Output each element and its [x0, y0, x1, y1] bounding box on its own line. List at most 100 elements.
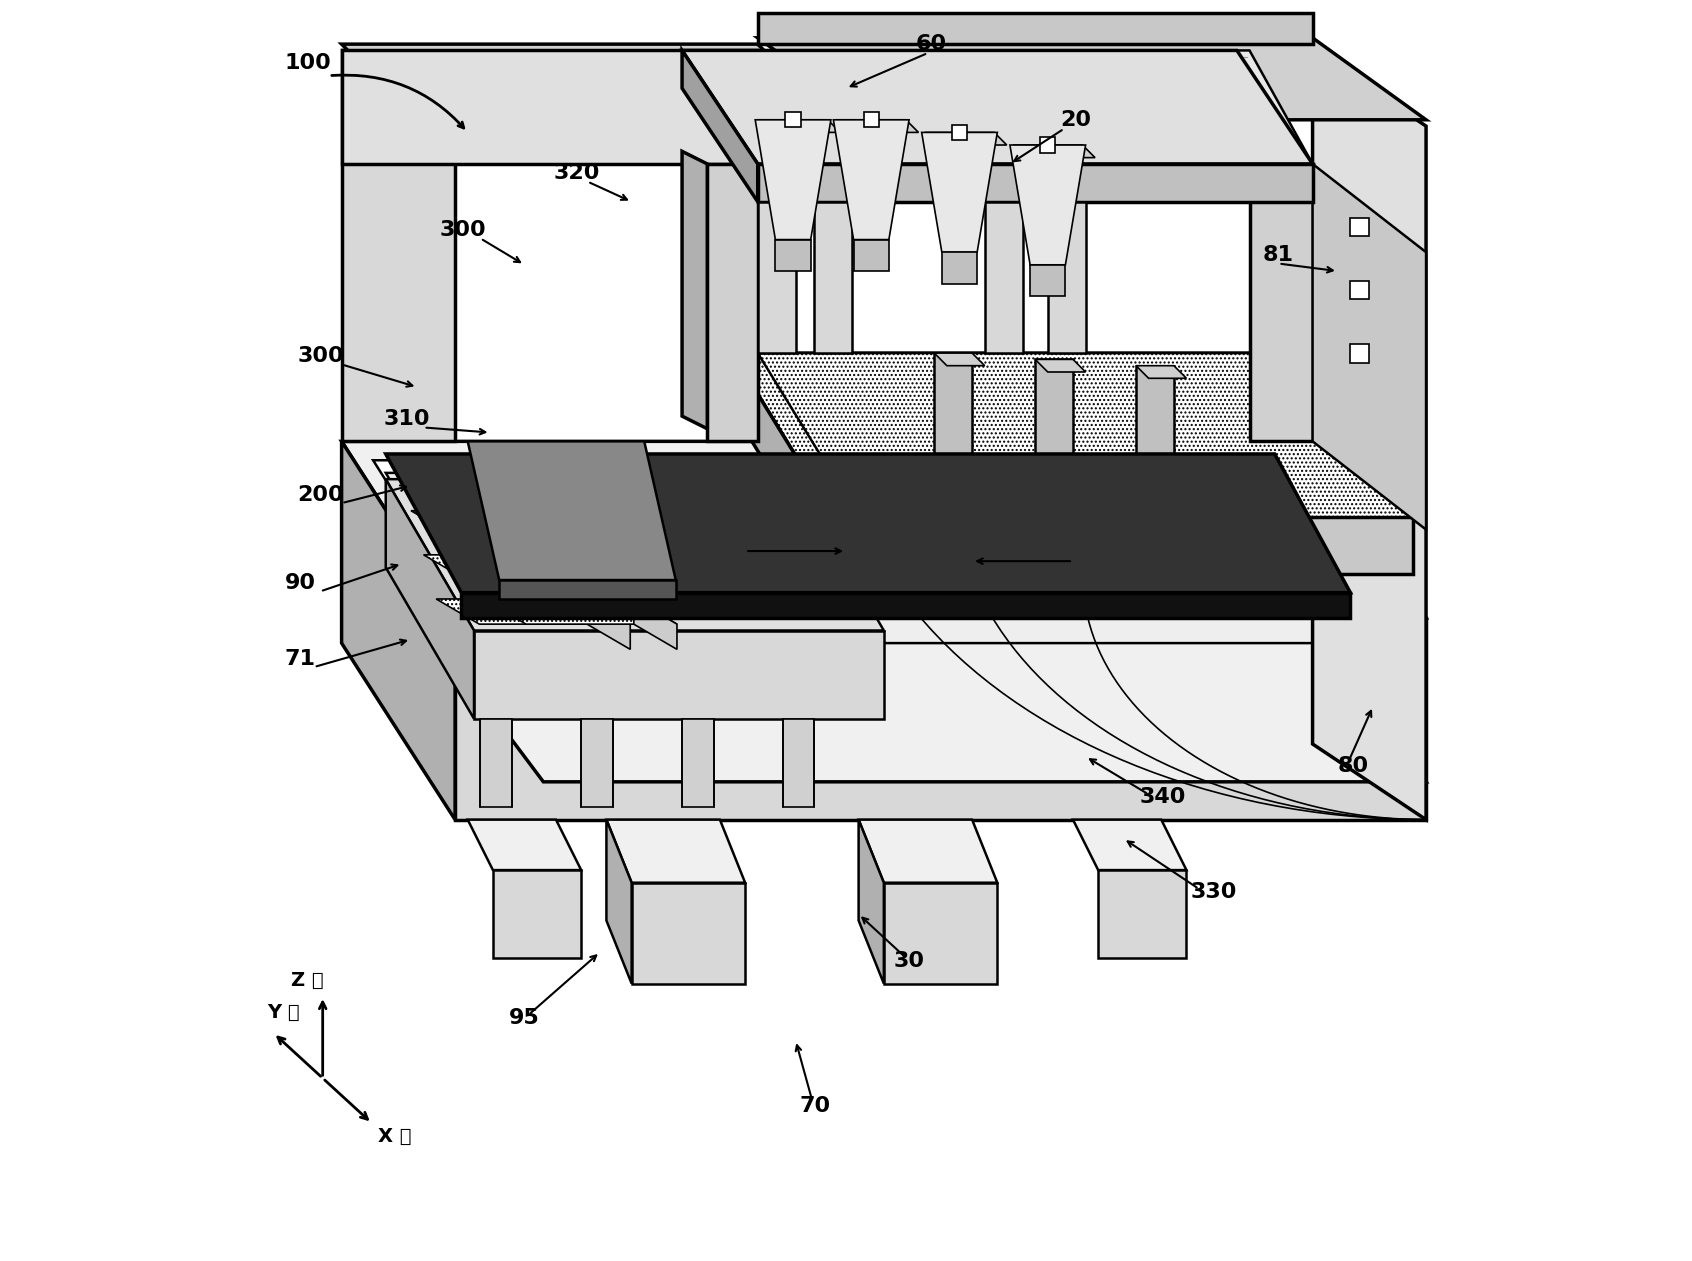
Polygon shape [953, 125, 968, 140]
Text: 81: 81 [1262, 245, 1293, 265]
Polygon shape [834, 120, 909, 240]
Polygon shape [758, 120, 841, 132]
Polygon shape [374, 460, 1394, 630]
Polygon shape [481, 719, 513, 807]
Polygon shape [467, 441, 675, 580]
Polygon shape [942, 252, 978, 284]
Polygon shape [1010, 145, 1086, 265]
Polygon shape [1135, 366, 1174, 530]
Polygon shape [562, 511, 606, 561]
Text: 60: 60 [915, 34, 946, 54]
Polygon shape [606, 536, 629, 559]
Text: 300: 300 [440, 219, 487, 240]
Polygon shape [606, 820, 744, 883]
Polygon shape [1036, 359, 1086, 372]
Polygon shape [733, 353, 1413, 517]
Polygon shape [342, 441, 1426, 618]
Polygon shape [342, 50, 455, 441]
Polygon shape [1014, 145, 1095, 158]
Text: 200: 200 [298, 484, 343, 504]
Text: 90: 90 [284, 572, 316, 593]
Polygon shape [1041, 137, 1056, 153]
Polygon shape [386, 473, 1376, 643]
Polygon shape [487, 527, 516, 536]
Polygon shape [682, 50, 758, 202]
Polygon shape [437, 599, 629, 624]
Polygon shape [926, 132, 1007, 145]
Polygon shape [814, 202, 853, 353]
Text: 300: 300 [298, 346, 343, 366]
Polygon shape [1036, 359, 1073, 523]
Polygon shape [682, 50, 1313, 164]
Polygon shape [606, 527, 636, 536]
Text: Y 轴: Y 轴 [267, 1002, 299, 1021]
Polygon shape [1047, 202, 1086, 353]
Polygon shape [342, 44, 871, 158]
Text: 340: 340 [1140, 787, 1186, 807]
Polygon shape [758, 50, 1313, 164]
Polygon shape [587, 599, 629, 649]
Polygon shape [525, 571, 553, 580]
Text: 95: 95 [509, 1008, 540, 1028]
Polygon shape [634, 599, 677, 649]
Polygon shape [423, 555, 618, 580]
Polygon shape [342, 441, 455, 820]
Polygon shape [606, 820, 631, 984]
Polygon shape [1073, 820, 1186, 870]
Polygon shape [758, 202, 795, 353]
Polygon shape [834, 517, 1413, 574]
Polygon shape [922, 132, 997, 252]
Polygon shape [1098, 870, 1186, 958]
Text: 330: 330 [1189, 881, 1237, 902]
Polygon shape [733, 353, 834, 574]
Polygon shape [985, 202, 1022, 353]
Polygon shape [1030, 265, 1066, 296]
Polygon shape [883, 883, 997, 984]
Text: 71: 71 [284, 648, 316, 668]
Text: Z 轴: Z 轴 [291, 971, 323, 990]
Text: 30: 30 [893, 951, 926, 971]
Polygon shape [682, 151, 707, 429]
Polygon shape [525, 580, 547, 603]
Polygon shape [758, 164, 1313, 202]
Text: 100: 100 [284, 53, 332, 73]
Polygon shape [758, 13, 1313, 44]
Polygon shape [631, 883, 744, 984]
Polygon shape [858, 820, 997, 883]
Text: 80: 80 [1338, 755, 1369, 776]
Polygon shape [386, 479, 883, 630]
Polygon shape [386, 454, 1350, 593]
Polygon shape [457, 511, 651, 536]
Polygon shape [858, 820, 883, 984]
Polygon shape [783, 719, 814, 807]
Polygon shape [482, 599, 677, 624]
Text: 70: 70 [799, 1096, 831, 1116]
Polygon shape [1350, 344, 1369, 363]
Polygon shape [755, 120, 831, 240]
Polygon shape [575, 555, 618, 605]
Polygon shape [1350, 281, 1369, 299]
Polygon shape [580, 719, 613, 807]
Polygon shape [934, 353, 973, 517]
Polygon shape [470, 555, 665, 580]
Polygon shape [474, 630, 883, 719]
Polygon shape [386, 479, 474, 719]
Polygon shape [1249, 164, 1313, 441]
Polygon shape [462, 593, 1350, 618]
Polygon shape [758, 353, 1413, 517]
Polygon shape [836, 120, 919, 132]
Polygon shape [492, 870, 580, 958]
Polygon shape [934, 353, 985, 366]
Polygon shape [1313, 164, 1426, 530]
Polygon shape [411, 511, 606, 536]
Polygon shape [448, 483, 479, 492]
Polygon shape [775, 240, 810, 271]
Text: X 轴: X 轴 [379, 1127, 411, 1146]
Text: 20: 20 [1061, 110, 1091, 130]
Polygon shape [430, 630, 1426, 782]
Polygon shape [853, 240, 888, 271]
Polygon shape [758, 38, 1426, 120]
Polygon shape [455, 618, 1426, 820]
Polygon shape [499, 580, 675, 599]
Polygon shape [682, 719, 714, 807]
